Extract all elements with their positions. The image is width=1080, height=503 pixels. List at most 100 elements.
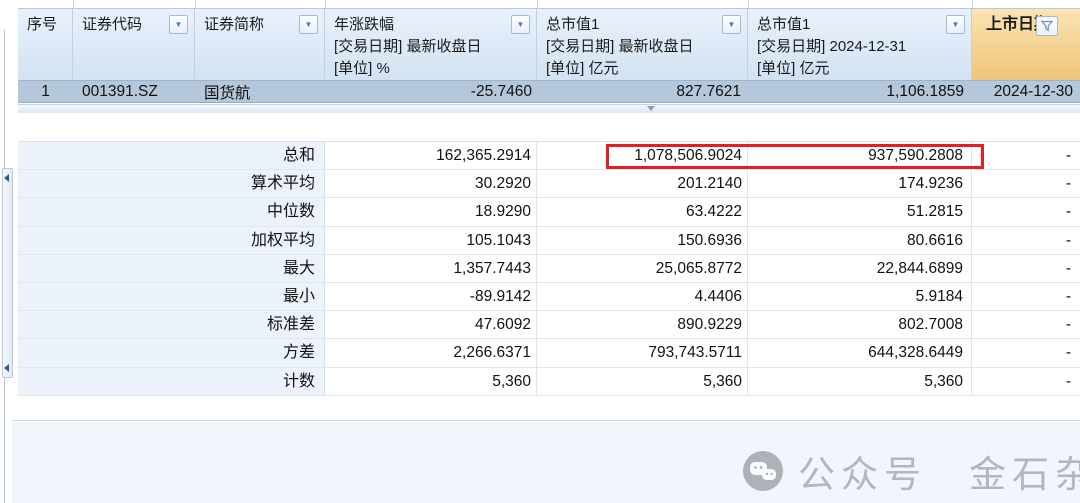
stats-cell-yearchange: 5,360 [325, 367, 537, 395]
stats-cell-mcap-latest: 793,743.5711 [537, 339, 748, 367]
splitter-collapse-icon [647, 106, 655, 111]
filter-dropdown-icon[interactable]: ▼ [169, 15, 188, 34]
stats-cell-mcap-latest: 4.4406 [537, 282, 748, 311]
stats-cell-listdate: - [1065, 372, 1071, 390]
filter-funnel-icon[interactable] [1036, 16, 1058, 36]
stats-cell-listdate: - [1065, 287, 1071, 305]
stats-cell-listdate: - [1065, 344, 1071, 362]
stats-cell-listdate: - [1065, 316, 1071, 334]
stats-row-label: 中位数 [18, 198, 325, 226]
cell-listdate: 2024-12-30 [993, 82, 1073, 100]
vertical-splitter-handle[interactable] [2, 168, 13, 378]
stats-row: 中位数 18.9290 63.4222 51.2815 - [18, 198, 1080, 227]
stats-cell-mcap-latest: 5,360 [537, 367, 748, 395]
stats-row-label: 算术平均 [18, 170, 325, 198]
column-subtitle: [交易日期] 2024-12-31 [757, 38, 907, 55]
column-header-mcap-latest[interactable]: 总市值1 [交易日期] 最新收盘日 [单位] 亿元 ▼ [537, 9, 748, 80]
stats-row-label: 标准差 [18, 311, 325, 339]
stats-cell-mcap-latest: 150.6936 [537, 226, 748, 254]
stats-cell-yearchange: 105.1043 [325, 226, 537, 254]
stats-cell-mcap-1231: 80.6616 [748, 226, 972, 254]
filter-dropdown-icon[interactable]: ▼ [722, 15, 741, 34]
stats-cell-listdate: - [1065, 147, 1071, 164]
stats-row: 标准差 47.6092 890.9229 802.7008 - [18, 311, 1080, 340]
stats-cell-yearchange: 162,365.2914 [325, 142, 537, 170]
stats-row-label: 最小 [18, 282, 325, 311]
column-title: 上市日期 [986, 16, 1051, 33]
column-header-seq[interactable]: 序号 [18, 9, 73, 80]
stats-row-label: 方差 [18, 339, 325, 367]
stats-row: 加权平均 105.1043 150.6936 80.6616 - [18, 226, 1080, 255]
stats-row: 最大 1,357.7443 25,065.8772 22,844.6899 - [18, 254, 1080, 283]
stats-cell-mcap-latest: 63.4222 [537, 198, 748, 226]
stats-cell-listdate: - [1065, 175, 1071, 193]
column-title: 证券代码 [82, 16, 143, 33]
stats-cell-yearchange: 1,357.7443 [325, 254, 537, 282]
stats-options-panel: 总和 中位数 算术平均 计数 加权平均 选择加权因子 年涨跌幅[交易日期] 最新… [12, 420, 1080, 503]
stats-cell-yearchange: 30.2920 [325, 170, 537, 198]
cell-yearchange: -25.7460 [470, 82, 532, 100]
column-subtitle: [交易日期] 最新收盘日 [334, 38, 482, 55]
stats-cell-mcap-1231: 5,360 [748, 367, 972, 395]
stats-cell-mcap-1231: 5.9184 [748, 282, 972, 311]
stats-cell-mcap-1231: 644,328.6449 [748, 339, 972, 367]
column-title: 年涨跌幅 [334, 16, 395, 33]
grid-tick [972, 0, 973, 8]
stats-row: 算术平均 30.2920 201.2140 174.9236 - [18, 170, 1080, 199]
grid-tick [73, 0, 74, 8]
stats-cell-mcap-latest: 1,078,506.9024 [537, 142, 748, 170]
stats-row-label: 加权平均 [18, 226, 325, 254]
table-header: 序号 证券代码 ▼ 证券简称 ▼ 年涨跌幅 [交易日期] 最新收盘日 [单位] … [18, 8, 1080, 81]
column-header-listdate[interactable]: 上市日期↓ [972, 9, 1080, 80]
column-header-yearchange[interactable]: 年涨跌幅 [交易日期] 最新收盘日 [单位] % ▼ [325, 9, 537, 80]
column-header-mcap-1231[interactable]: 总市值1 [交易日期] 2024-12-31 [单位] 亿元 ▼ [748, 9, 972, 80]
cell-mcap-1231: 1,106.1859 [886, 82, 964, 100]
column-title: 序号 [27, 16, 58, 33]
stats-cell-listdate: - [1065, 259, 1071, 277]
stats-cell-mcap-1231: 51.2815 [748, 198, 972, 226]
grid-tick [537, 0, 538, 8]
filter-dropdown-icon[interactable]: ▼ [946, 15, 965, 34]
stats-cell-mcap-latest: 890.9229 [537, 311, 748, 339]
cell-mcap-latest: 827.7621 [676, 82, 741, 100]
grid-tick [195, 0, 196, 8]
column-subtitle: [单位] 亿元 [546, 60, 619, 77]
column-subtitle: [单位] % [334, 60, 390, 77]
stats-row: 计数 5,360 5,360 5,360- [18, 367, 1080, 396]
cell-seq: 1 [41, 82, 50, 100]
stats-row-label: 计数 [18, 367, 325, 395]
column-header-code[interactable]: 证券代码 ▼ [73, 9, 195, 80]
stats-cell-mcap-1231: 802.7008 [748, 311, 972, 339]
column-subtitle: [交易日期] 最新收盘日 [546, 38, 694, 55]
stats-cell-yearchange: 18.9290 [325, 198, 537, 226]
stats-row: 方差 2,266.6371 793,743.5711 644,328.6449 - [18, 339, 1080, 368]
stats-cell-yearchange: -89.9142 [325, 282, 537, 311]
stats-cell-mcap-latest: 25,065.8772 [537, 254, 748, 282]
column-subtitle: [单位] 亿元 [757, 60, 830, 77]
grid-tick [325, 0, 326, 8]
column-header-name[interactable]: 证券简称 ▼ [195, 9, 325, 80]
stats-cell-listdate: - [1065, 203, 1071, 221]
cell-code: 001391.SZ [82, 82, 158, 100]
cell-name: 国货航 [204, 84, 251, 102]
stats-cell-listdate: - [1065, 231, 1071, 249]
stats-row: 最小 -89.9142 4.4406 5.9184 - [18, 282, 1080, 312]
grid-tick [748, 0, 749, 8]
column-title: 总市值1 [757, 16, 811, 33]
stats-cell-mcap-1231: 22,844.6899 [748, 254, 972, 282]
table-row[interactable]: 1 001391.SZ 国货航 -25.7460 827.7621 1,106.… [18, 81, 1080, 103]
column-title: 证券简称 [204, 16, 265, 33]
stats-cell-yearchange: 2,266.6371 [325, 339, 537, 367]
filter-dropdown-icon[interactable]: ▼ [511, 15, 530, 34]
stats-row-label: 总和 [18, 142, 325, 170]
stats-cell-mcap-1231: 174.9236 [748, 170, 972, 198]
stats-table: 总和 162,365.2914 1,078,506.9024 937,590.2808… [18, 141, 1080, 396]
horizontal-splitter-handle[interactable] [18, 104, 1080, 113]
stats-row-label: 最大 [18, 254, 325, 282]
stats-cell-yearchange: 47.6092 [325, 311, 537, 339]
filter-dropdown-icon[interactable]: ▼ [299, 15, 318, 34]
stats-cell-mcap-1231: 937,590.2808 [748, 142, 972, 170]
highlight-box [606, 144, 984, 169]
column-title: 总市值1 [546, 16, 600, 33]
